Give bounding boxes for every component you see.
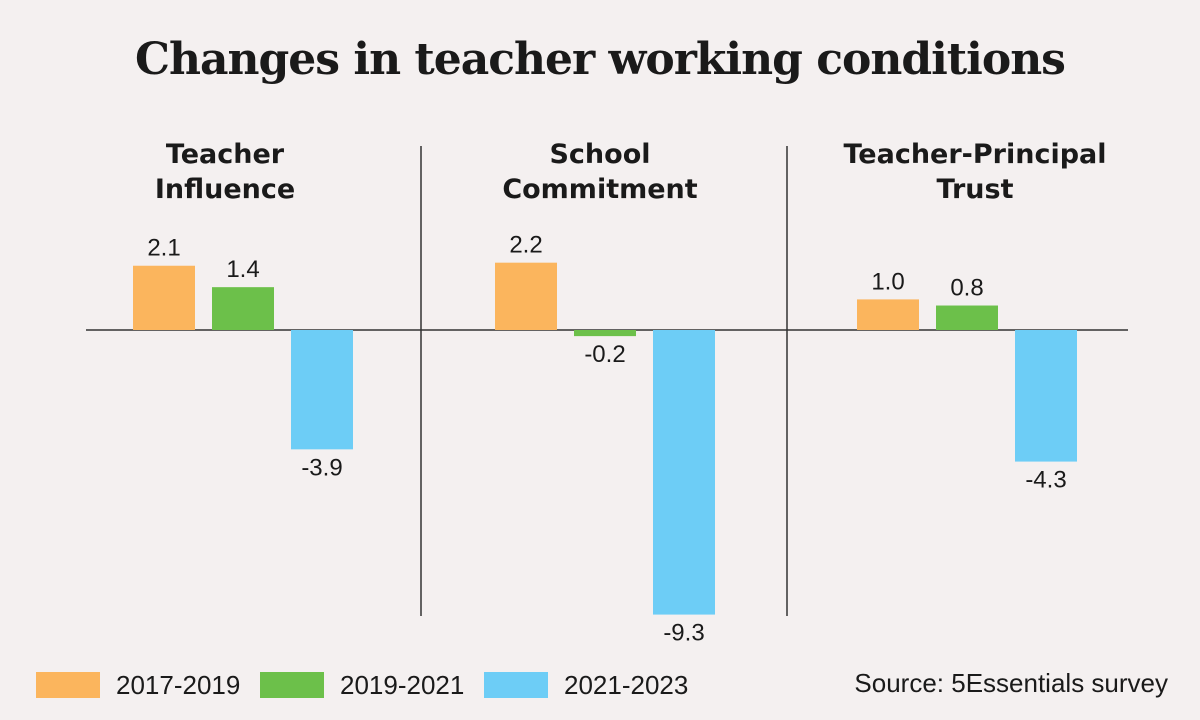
legend-swatch-2017-2019 [36,672,100,698]
data-label-panel-2-series-3: -9.3 [663,620,704,647]
legend-label-2017-2019: 2017-2019 [116,670,241,700]
data-label-panel-3-series-2: 0.8 [950,275,983,302]
legend: 2017-2019 2019-2021 2021-2023 [0,660,1200,710]
bar-panel-3-series-2 [936,305,998,330]
bar-panel-3-series-1 [857,299,919,330]
panel-title-1-line-1: Teacher [166,139,285,170]
panel-title-2-line-2: Commitment [502,174,697,205]
data-label-panel-2-series-1: 2.2 [509,232,542,259]
bar-panel-3-series-3 [1015,330,1077,462]
panel-title-3-line-2: Trust [937,174,1014,205]
data-label-panel-1-series-3: -3.9 [301,454,342,481]
panel-title-2-line-1: School [549,139,650,170]
legend-label-2021-2023: 2021-2023 [564,670,689,700]
panel-title-1-line-2: Influence [155,174,295,205]
legend-swatch-2019-2021 [260,672,324,698]
chart-area: Teacher Influence 2.1 1.4 -3.9 School Commitme… [86,139,1128,647]
panel-title-3-line-1: Teacher-Principal [843,139,1106,170]
data-label-panel-3-series-1: 1.0 [871,268,904,295]
bar-panel-1-series-3 [291,330,353,450]
chart-title: Changes in teacher working conditions [135,34,1066,85]
legend-label-2019-2021: 2019-2021 [340,670,465,700]
bar-panel-1-series-1 [133,265,195,330]
data-label-panel-3-series-3: -4.3 [1025,467,1066,494]
data-label-panel-1-series-1: 2.1 [147,235,180,262]
bar-panel-2-series-1 [495,262,557,330]
source-note: Source: 5Essentials survey [854,668,1168,698]
bar-panel-2-series-2 [574,330,636,337]
data-label-panel-2-series-2: -0.2 [584,341,625,368]
data-label-panel-1-series-2: 1.4 [226,256,259,283]
legend-swatch-2021-2023 [484,672,548,698]
bar-panel-1-series-2 [212,287,274,330]
bar-panel-2-series-3 [653,330,715,615]
